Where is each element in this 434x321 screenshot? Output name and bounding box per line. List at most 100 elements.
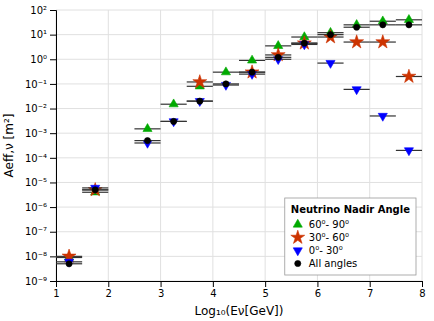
grid-line [108,10,109,281]
point [275,54,281,60]
grid-line [56,182,422,183]
tick-label: 8 [419,288,425,299]
tick-label: 2 [106,288,112,299]
legend-symbol [293,248,302,256]
tick-label: 10⁻⁷ [25,226,47,237]
point [406,22,412,28]
grid-line [212,10,213,281]
grid-line [56,83,422,84]
point [169,99,178,107]
tick: 8 [419,281,425,299]
point [193,75,207,88]
tick: 10⁻⁹ [25,276,56,287]
point [404,148,413,156]
point [404,15,413,23]
tick: 10⁻⁵ [25,177,56,188]
legend-symbol [293,219,302,227]
point [143,124,152,132]
tick-mark [50,182,56,183]
legend-item: 30⁰- 60⁰ [291,230,349,243]
tick: 10⁰ [30,54,56,65]
tick: 10⁻⁸ [25,251,56,262]
tick-label: 10⁻¹ [25,79,47,90]
legend-label: 0⁰- 30⁰ [309,245,343,256]
tick-mark [422,281,423,287]
tick-label: 5 [262,288,268,299]
tick-mark [370,281,371,287]
tick-label: 10⁻⁵ [25,177,47,188]
point [350,35,364,48]
y-axis-title: Aeff,ν [m²] [2,114,16,178]
plot-area: 1234567810⁻⁹10⁻⁸10⁻⁷10⁻⁶10⁻⁵10⁻⁴10⁻³10⁻²… [25,5,426,299]
tick-label: 4 [210,288,216,299]
point [65,259,74,267]
legend-symbol [295,260,301,266]
tick: 6 [315,281,321,299]
tick-label: 10⁻² [25,103,47,114]
tick-mark [50,109,56,110]
point [378,113,387,121]
x-axis-title: Log₁₀(Eν[GeV]) [195,304,284,318]
legend-label: 60⁰- 90⁰ [309,219,349,230]
point [248,55,257,63]
tick-mark [50,59,56,60]
tick: 7 [367,281,373,299]
axis-line [57,282,423,288]
tick-mark [50,281,56,282]
tick-label: 10⁻⁶ [25,202,47,213]
point [380,22,386,28]
tick: 10⁻³ [25,128,56,139]
point [402,69,416,82]
tick-label: 10² [30,5,47,16]
tick-label: 7 [367,288,373,299]
tick-mark [50,10,56,11]
tick: 10² [30,5,56,16]
point [249,69,255,75]
point [352,87,361,95]
grid-line [160,10,161,281]
legend-box [285,198,416,275]
tick-mark [50,133,56,134]
point [326,60,335,68]
point [327,32,333,38]
point [221,67,230,75]
point [91,185,100,193]
point [354,24,360,30]
point [92,187,98,193]
legend-item: 0⁰- 30⁰ [293,245,342,256]
tick-label: 1 [53,288,59,299]
tick-label: 10⁻⁴ [25,153,47,164]
legend-symbol [291,230,305,243]
point [197,98,203,104]
grid-line [56,133,422,134]
tick: 2 [106,281,112,299]
tick-mark [50,84,56,85]
grid-line [56,10,422,11]
grid [56,10,422,281]
tick-label: 10¹ [30,29,47,40]
tick-mark [50,207,56,208]
grid-line [56,157,422,158]
y-axis: 10⁻⁹ 10⁻⁸ 10⁻⁷ 10⁻⁶ 10⁻⁵ 10⁻⁴ 10⁻³ 10⁻² 10⁻¹ 10⁰ 1… [25,5,57,287]
point [223,81,229,87]
legend-label: All angles [309,258,358,269]
tick: 10⁻⁶ [25,202,56,213]
tick-mark [161,281,162,287]
x-axis: 12345678 [53,281,425,299]
point [171,118,177,124]
point [144,138,150,144]
point [169,119,178,127]
grid-line [422,10,423,281]
legend: Neutrino Nadir Angle 60⁰- 90⁰30⁰- 60⁰ 0⁰- … [285,198,416,275]
grid-line [56,34,422,35]
tick-label: 10⁻³ [25,128,47,139]
grid-line [265,10,266,281]
tick-label: 10⁰ [30,54,47,65]
tick: 10⁻¹ [25,79,56,90]
grid-line [56,59,422,60]
tick-label: 6 [315,288,321,299]
legend-title: Neutrino Nadir Angle [291,204,410,215]
tick-label: 10⁻⁹ [25,276,47,287]
tick-mark [108,281,109,287]
tick: 10¹ [30,29,56,40]
